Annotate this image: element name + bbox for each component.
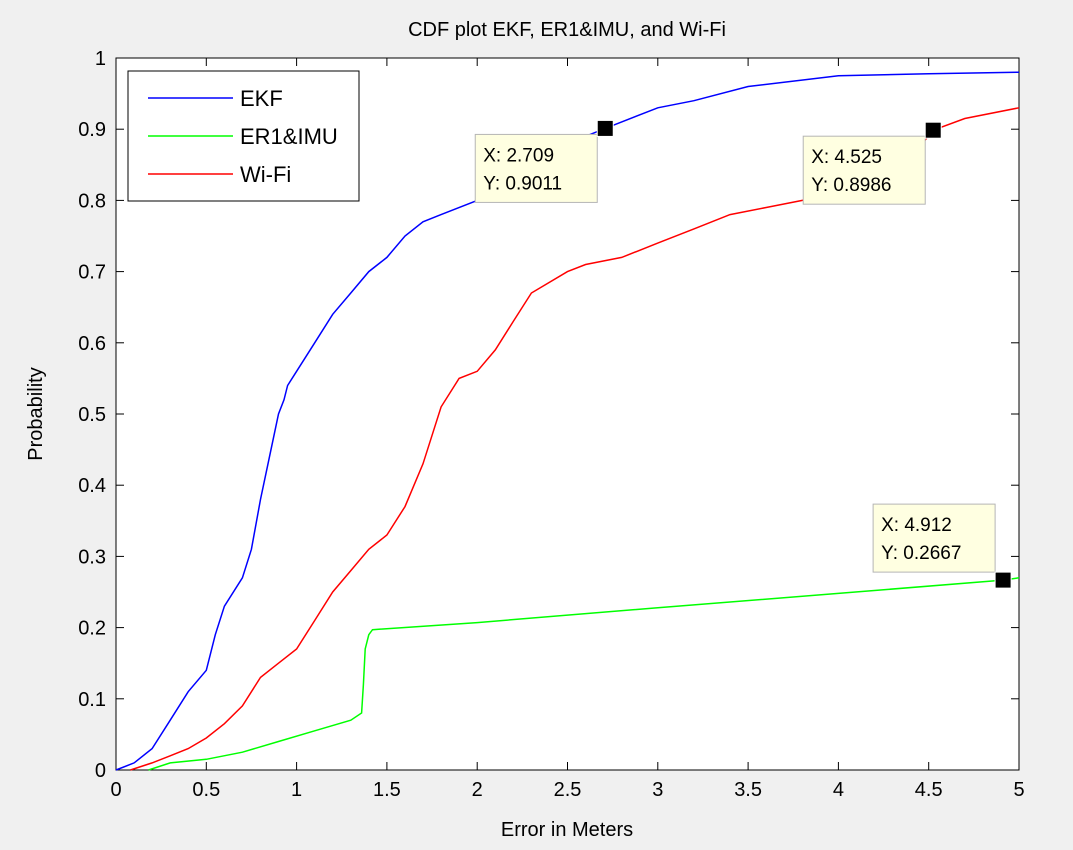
data-tip-y-value: Y: 0.8986 <box>811 175 891 196</box>
data-tip-y-value: Y: 0.2667 <box>881 543 961 564</box>
y-axis-label: Probability <box>25 367 47 460</box>
data-tip-x-value: X: 4.912 <box>881 515 952 536</box>
data-tip-marker[interactable] <box>596 119 614 137</box>
x-tick-label: 4 <box>833 779 844 801</box>
series-line-ekf <box>115 71 1020 771</box>
x-tick-label: 4.5 <box>915 779 943 801</box>
data-tip-marker[interactable] <box>924 121 942 139</box>
data-tip-box <box>802 135 926 205</box>
legend: EKF ER1&IMU Wi-Fi <box>127 70 360 202</box>
legend-label: Wi-Fi <box>240 162 291 187</box>
legend-label: EKF <box>240 86 283 111</box>
x-tick-label: 3 <box>652 779 663 801</box>
series-lines <box>115 71 1020 771</box>
y-tick-label: 0.1 <box>78 689 106 711</box>
x-tick-label: 1 <box>291 779 302 801</box>
y-tick-label: 0.6 <box>78 333 106 355</box>
data-tip-box <box>474 133 598 203</box>
y-tick-label: 0.4 <box>78 475 106 497</box>
y-tick-label: 0.2 <box>78 618 106 640</box>
data-tip-y-value: Y: 0.9011 <box>483 173 562 194</box>
y-tick-label: 0.3 <box>78 546 106 568</box>
x-tick-label: 5 <box>1013 779 1024 801</box>
x-tick-label: 1.5 <box>373 779 401 801</box>
y-tick-label: 0.9 <box>78 119 106 141</box>
series-line-er1-imu <box>148 577 1020 771</box>
chart-title: CDF plot EKF, ER1&IMU, and Wi-Fi <box>408 19 726 41</box>
data-tip-box <box>872 503 996 573</box>
x-tick-label: 3.5 <box>734 779 762 801</box>
data-tips: X: 2.709 Y: 0.9011 X: 4.525 Y: 0.8986 X: 4.9… <box>474 119 1012 589</box>
data-tip-x-value: X: 4.525 <box>811 147 882 168</box>
x-tick-label: 2.5 <box>554 779 582 801</box>
y-tick-label: 0.8 <box>78 190 106 212</box>
data-tip-marker[interactable] <box>994 571 1012 589</box>
x-axis-label: Error in Meters <box>501 819 633 841</box>
legend-label: ER1&IMU <box>240 124 338 149</box>
x-tick-label: 0 <box>110 779 121 801</box>
axis-ticks: 0 0.5 1 1.5 2 2.5 3 3.5 4 4.5 5 0 0.1 0.2 0.3 0.4 0.5 0.6… <box>78 48 1024 801</box>
y-tick-label: 0 <box>95 760 106 782</box>
x-tick-label: 0.5 <box>192 779 220 801</box>
data-tip-x-value: X: 2.709 <box>483 145 554 166</box>
y-tick-label: 1 <box>95 48 106 70</box>
y-tick-label: 0.7 <box>78 262 106 284</box>
y-tick-label: 0.5 <box>78 404 106 426</box>
x-tick-label: 2 <box>472 779 483 801</box>
series-line-wi-fi <box>130 107 1020 771</box>
